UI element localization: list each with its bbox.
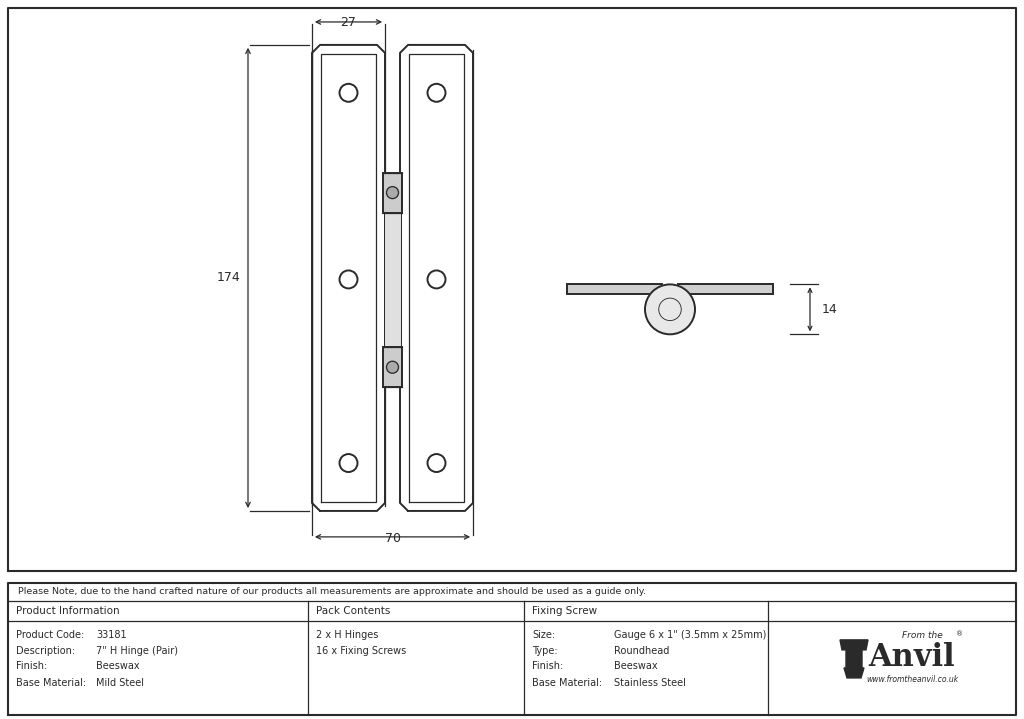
- Text: Description:: Description:: [16, 646, 75, 656]
- Text: www.fromtheanvil.co.uk: www.fromtheanvil.co.uk: [866, 675, 958, 684]
- Text: Finish:: Finish:: [16, 661, 47, 671]
- Text: Product Code:: Product Code:: [16, 630, 84, 640]
- Text: Base Material:: Base Material:: [16, 678, 86, 688]
- Polygon shape: [840, 640, 868, 668]
- Text: Gauge 6 x 1" (3.5mm x 25mm): Gauge 6 x 1" (3.5mm x 25mm): [614, 630, 766, 640]
- Text: Pack Contents: Pack Contents: [316, 606, 390, 616]
- Text: Beeswax: Beeswax: [96, 661, 139, 671]
- Circle shape: [645, 285, 695, 334]
- Text: 70: 70: [384, 532, 400, 545]
- Text: Type:: Type:: [532, 646, 558, 656]
- Text: Fixing Screw: Fixing Screw: [532, 606, 597, 616]
- Text: ®: ®: [956, 631, 964, 637]
- Polygon shape: [844, 668, 864, 678]
- Text: 2 x H Hinges: 2 x H Hinges: [316, 630, 379, 640]
- Circle shape: [386, 361, 398, 373]
- Text: 27: 27: [341, 16, 356, 29]
- Circle shape: [386, 187, 398, 198]
- Bar: [383, 173, 402, 213]
- Text: Beeswax: Beeswax: [614, 661, 657, 671]
- Text: 33181: 33181: [96, 630, 127, 640]
- Bar: [567, 285, 662, 294]
- Bar: [383, 347, 402, 388]
- Text: Product Information: Product Information: [16, 606, 120, 616]
- Text: Anvil: Anvil: [868, 642, 955, 674]
- Text: 14: 14: [822, 303, 838, 316]
- Text: Finish:: Finish:: [532, 661, 563, 671]
- Text: Roundhead: Roundhead: [614, 646, 670, 656]
- Text: 7" H Hinge (Pair): 7" H Hinge (Pair): [96, 646, 178, 656]
- Text: Base Material:: Base Material:: [532, 678, 602, 688]
- Bar: [384, 213, 401, 347]
- Text: 16 x Fixing Screws: 16 x Fixing Screws: [316, 646, 407, 656]
- Text: Please Note, due to the hand crafted nature of our products all measurements are: Please Note, due to the hand crafted nat…: [18, 587, 646, 596]
- Text: From the: From the: [901, 631, 942, 641]
- Bar: [678, 285, 773, 294]
- Text: Size:: Size:: [532, 630, 555, 640]
- Text: Stainless Steel: Stainless Steel: [614, 678, 686, 688]
- Text: 174: 174: [216, 271, 240, 285]
- Text: Mild Steel: Mild Steel: [96, 678, 144, 688]
